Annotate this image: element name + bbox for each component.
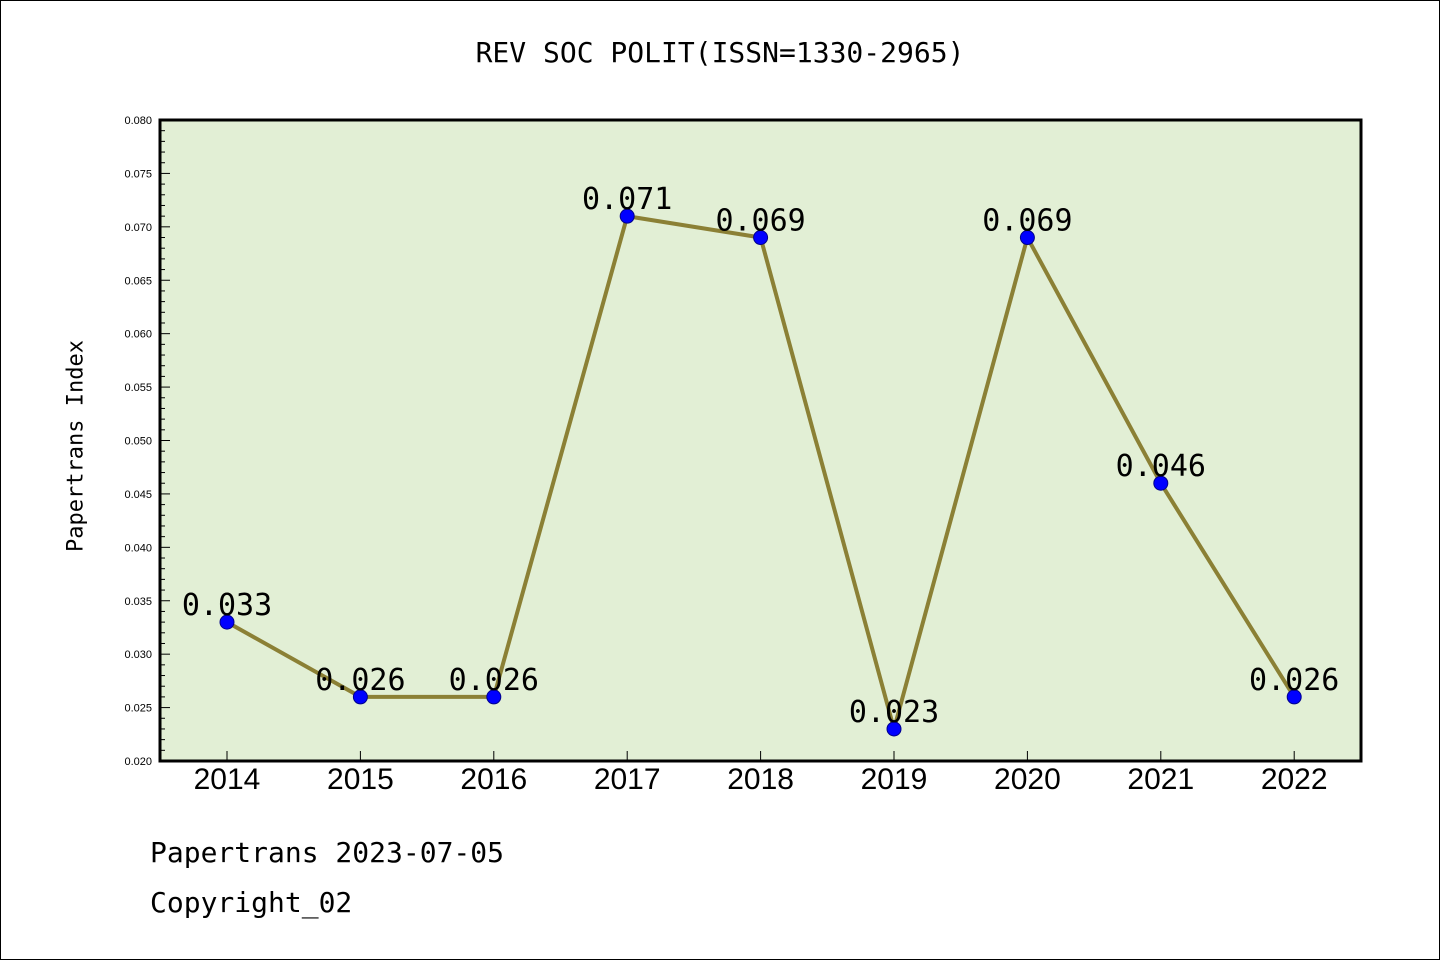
data-label: 0.026 (315, 663, 405, 698)
plot-frame (158, 118, 1363, 763)
data-label: 0.023 (849, 695, 939, 730)
x-tick-label: 2019 (861, 763, 928, 796)
data-point (753, 230, 769, 246)
y-tick-label: 0.070 (124, 222, 152, 234)
data-point (352, 689, 368, 705)
y-tick-label: 0.035 (124, 596, 152, 608)
data-point (1019, 230, 1035, 246)
data-label: 0.026 (449, 663, 539, 698)
x-tick-label: 2020 (994, 763, 1061, 796)
y-tick-label: 0.065 (124, 275, 152, 287)
data-point (1153, 475, 1169, 491)
footer-copyright: Copyright_02 (150, 886, 353, 919)
y-tick-label: 0.050 (124, 436, 152, 448)
x-tick-label: 2016 (460, 763, 527, 796)
y-tick-label: 0.020 (124, 756, 152, 768)
y-tick-label: 0.030 (124, 649, 152, 661)
y-tick-label: 0.060 (124, 329, 152, 341)
y-tick-label: 0.055 (124, 382, 152, 394)
x-tick-label: 2021 (1127, 763, 1194, 796)
data-point (486, 689, 502, 705)
data-point (619, 208, 635, 224)
data-label: 0.033 (182, 588, 272, 623)
data-point (886, 721, 902, 737)
x-tick-label: 2022 (1261, 763, 1328, 796)
y-tick-label: 0.080 (124, 115, 152, 127)
data-label: 0.071 (582, 182, 672, 217)
y-tick-label: 0.045 (124, 489, 152, 501)
x-tick-label: 2018 (727, 763, 794, 796)
data-point (219, 614, 235, 630)
y-tick-label: 0.075 (124, 168, 152, 180)
y-tick-label: 0.025 (124, 703, 152, 715)
data-point (1286, 689, 1302, 705)
y-tick-label: 0.040 (124, 542, 152, 554)
data-label: 0.026 (1249, 663, 1339, 698)
x-tick-label: 2015 (327, 763, 394, 796)
chart-title: REV SOC POLIT(ISSN=1330-2965) (475, 36, 965, 69)
x-tick-label: 2014 (194, 763, 261, 796)
plot-area (160, 120, 1361, 761)
data-label: 0.046 (1116, 449, 1206, 484)
x-tick-label: 2017 (594, 763, 661, 796)
data-label: 0.069 (982, 204, 1072, 239)
data-label: 0.069 (715, 204, 805, 239)
footer-source: Papertrans 2023-07-05 (150, 836, 505, 869)
